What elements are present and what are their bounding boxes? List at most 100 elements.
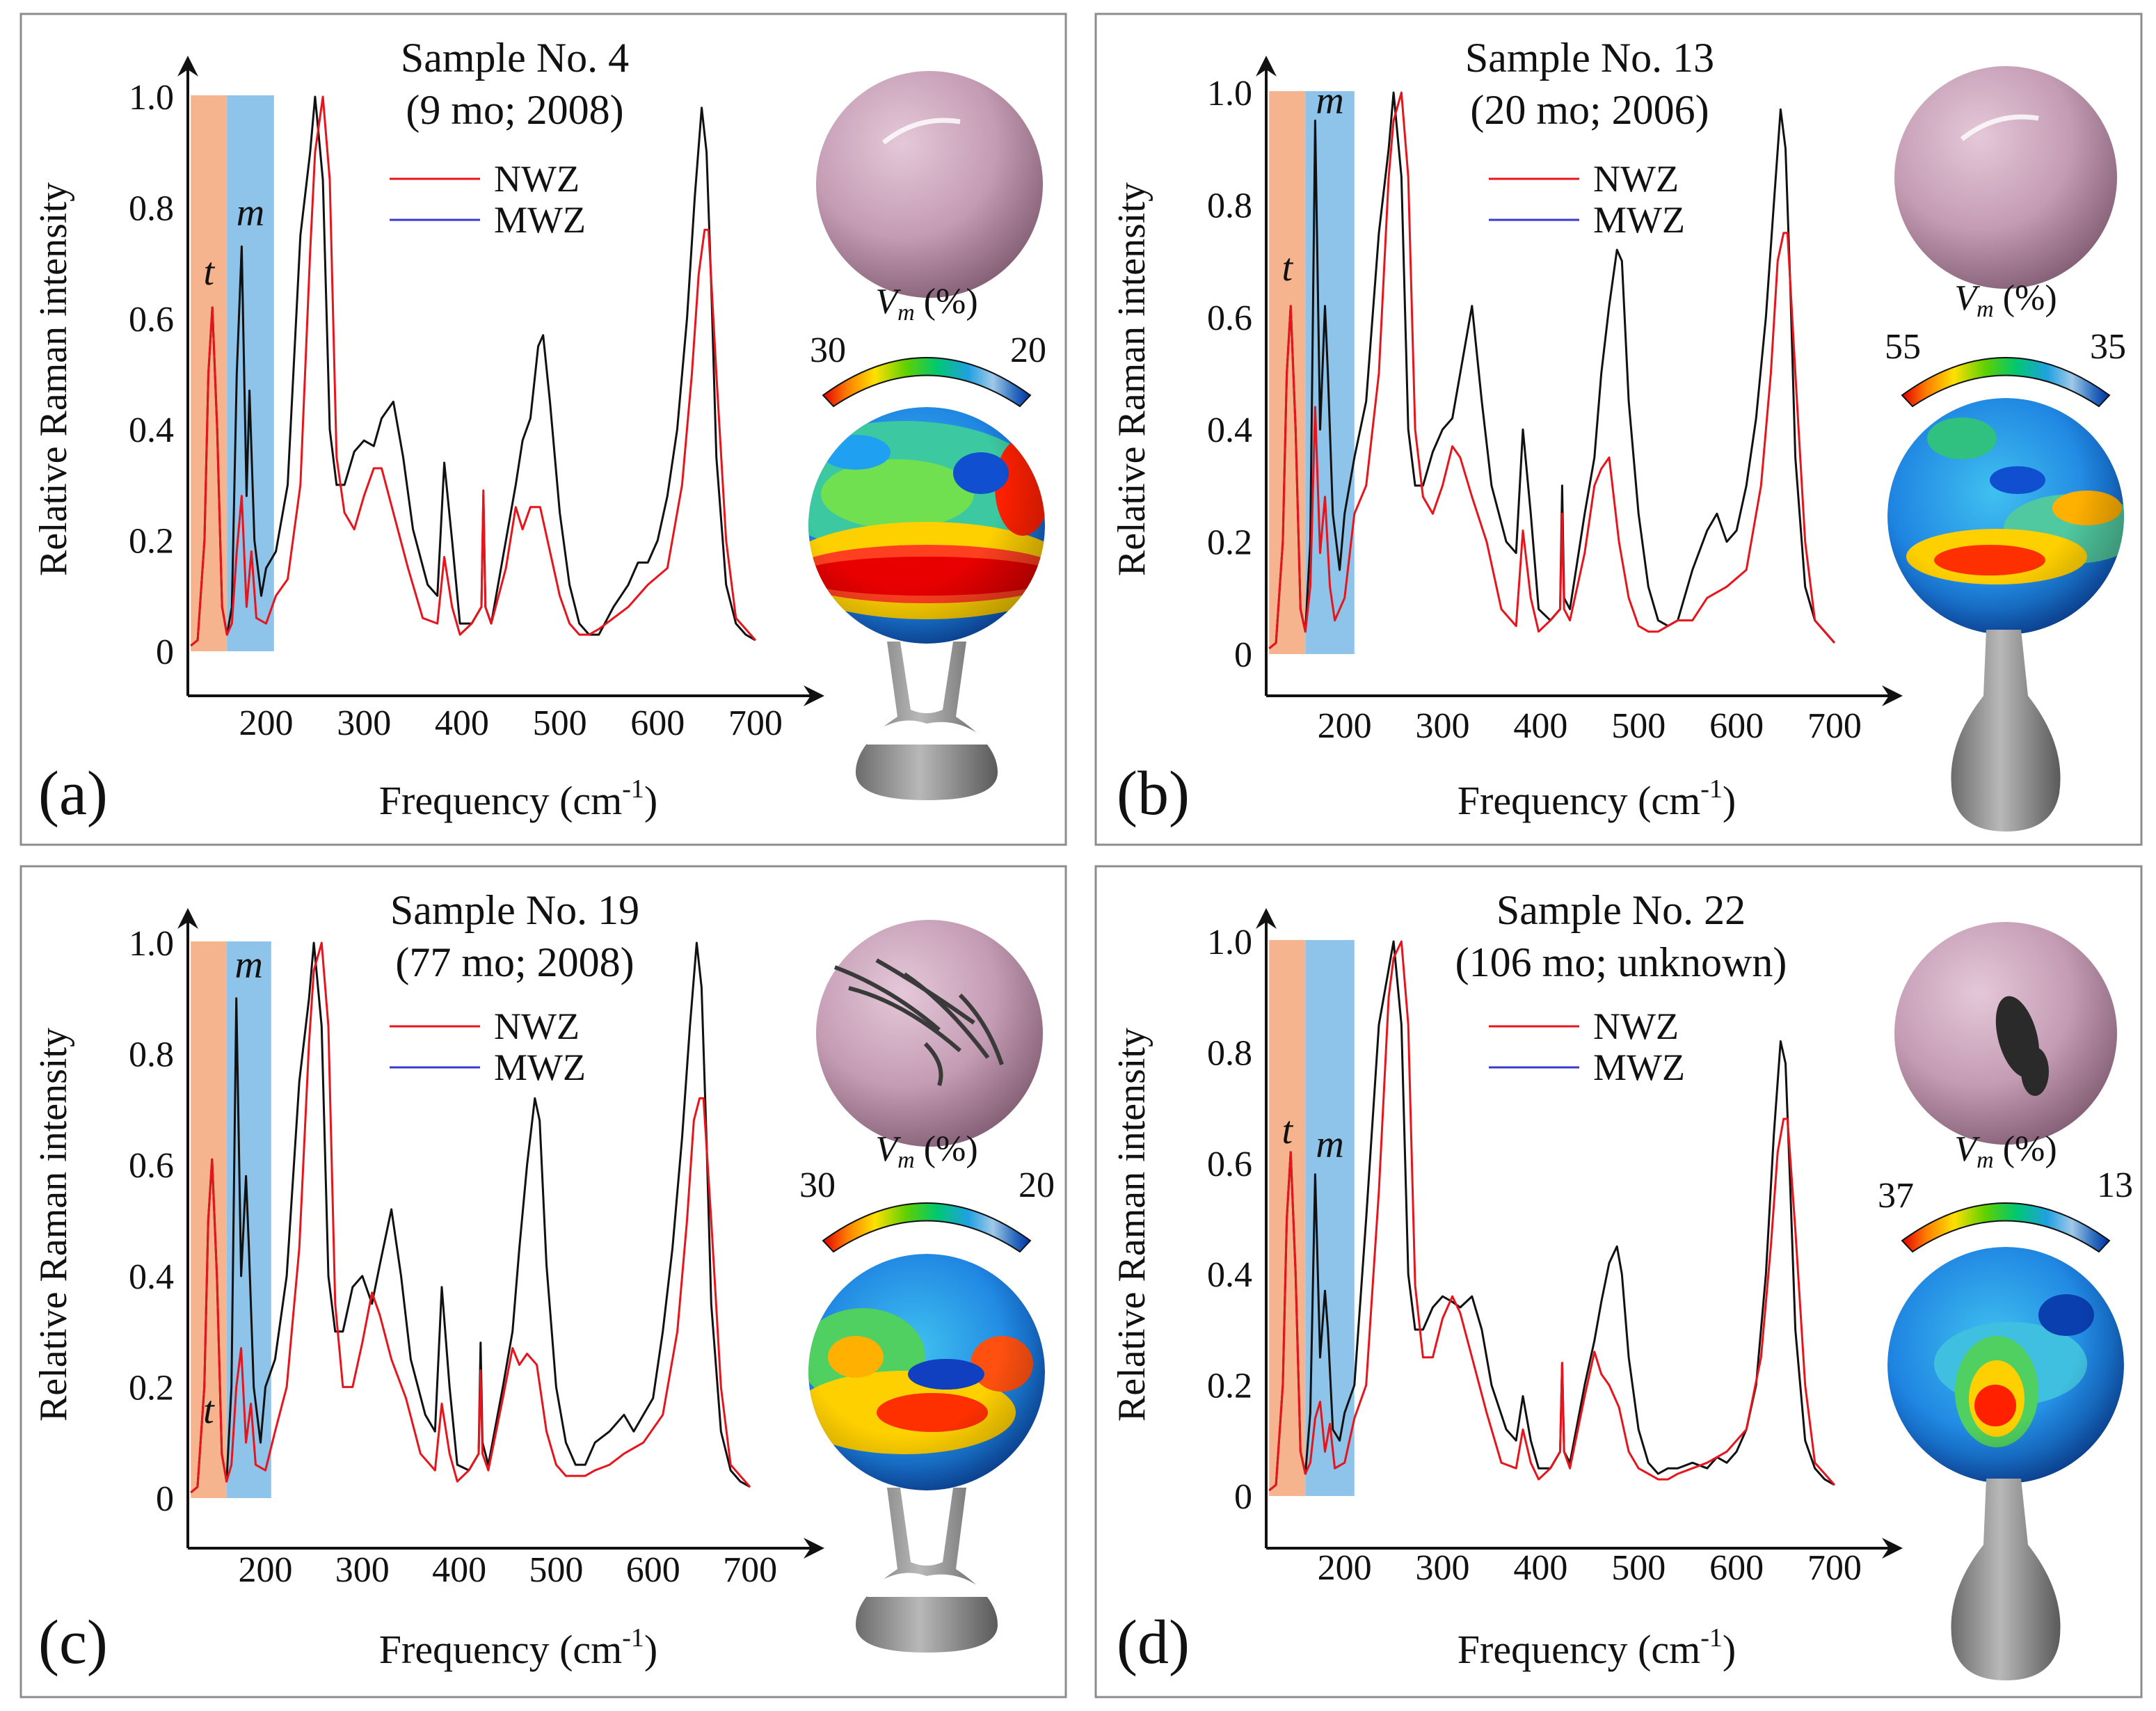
x-axis-label: Frequency (cm-1) [1458, 774, 1736, 823]
m-band-label: m [235, 944, 263, 987]
colorbar [822, 357, 1032, 408]
x-axis-label: Frequency (cm-1) [379, 1623, 657, 1672]
series-nwz-line [1268, 940, 1836, 1492]
x-tick-labels: 200 300 400 500 600 700 [1318, 1548, 1862, 1588]
x-tick-label: 300 [337, 703, 391, 743]
y-tick-label: 0.4 [1207, 1255, 1252, 1295]
panel-d: 00.20.40.60.81.0 200 300 400 500 600 700 t m … [1094, 865, 2143, 1698]
y-tick-label: 0 [1234, 635, 1252, 675]
colorbar-title: Vm (%) [1954, 278, 2057, 322]
x-tick-label: 700 [1807, 706, 1862, 746]
panel-label: (d) [1117, 1608, 1190, 1677]
x-tick-label: 500 [1611, 706, 1666, 746]
strain-map [808, 407, 1045, 644]
panel-frame [19, 865, 1067, 1698]
panel-label: (a) [38, 759, 108, 828]
sample-photo [816, 920, 1043, 1147]
panel-subtitle: (106 mo; unknown) [1455, 939, 1787, 985]
legend-mwz-label: MWZ [1593, 199, 1685, 241]
sample-holder [1951, 630, 2061, 831]
series-mwz-line [1268, 91, 1836, 650]
x-tick-label: 700 [1807, 1548, 1862, 1588]
y-axis-arrow-icon [177, 908, 198, 929]
y-axis-label: Relative Raman intensity [1110, 1028, 1153, 1422]
x-tick-label: 700 [728, 703, 783, 743]
panel-title: Sample No. 19 [390, 887, 639, 933]
y-tick-label: 0.2 [1207, 523, 1252, 563]
x-tick-label: 600 [1709, 706, 1764, 746]
x-tick-label: 400 [1513, 1548, 1567, 1588]
photo-inclusion-mark [1995, 996, 2049, 1096]
colorbar [1901, 357, 2111, 408]
colorbar [1901, 1202, 2111, 1253]
series-nwz-line [190, 95, 757, 647]
x-tick-labels: 200 300 400 500 600 700 [239, 703, 783, 743]
m-band [1305, 940, 1355, 1496]
panel-b: 00.20.40.60.81.0 200 300 400 500 600 700 t m … [1094, 13, 2143, 846]
y-tick-label: 0.4 [1207, 411, 1252, 450]
series-mwz-line [1268, 940, 1835, 1492]
colorbar-title: Vm (%) [1954, 1129, 2057, 1173]
y-tick-label: 0.4 [129, 1257, 174, 1297]
panel-title: Sample No. 4 [401, 35, 629, 81]
t-band-label: t [1282, 1109, 1294, 1152]
strain-map [1887, 1247, 2124, 1483]
photo-highlight [1960, 114, 2039, 141]
sample-holder [856, 1488, 998, 1653]
x-tick-label: 200 [238, 1550, 292, 1590]
legend-nwz-label: NWZ [494, 1005, 580, 1047]
y-tick-label: 0 [1234, 1477, 1252, 1517]
x-tick-label: 600 [630, 703, 685, 743]
spectra [1268, 940, 1836, 1492]
x-tick-label: 300 [1416, 706, 1470, 746]
x-tick-label: 400 [435, 703, 489, 743]
x-tick-label: 400 [1513, 706, 1567, 746]
photo-crack-marks [833, 958, 1004, 1086]
y-tick-label: 0.8 [129, 189, 174, 228]
x-tick-label: 400 [432, 1550, 486, 1590]
panel-label: (c) [38, 1608, 108, 1677]
y-tick-labels: 0 0.2 0.4 0.6 0.8 1.0 [1207, 74, 1252, 675]
x-tick-label: 300 [1416, 1548, 1470, 1588]
x-tick-label: 500 [533, 703, 587, 743]
y-axis-arrow-icon [177, 56, 198, 77]
sample-holder [856, 642, 998, 800]
y-axis-label: Relative Raman intensity [1110, 182, 1153, 576]
colorbar-left-value: 30 [799, 1165, 836, 1205]
y-tick-labels: 0 0.2 0.4 0.6 0.8 1.0 [1207, 923, 1252, 1517]
photo-highlight [881, 118, 961, 145]
y-axis-label: Relative Raman intensity [32, 1028, 75, 1422]
panel-subtitle: (20 mo; 2006) [1470, 87, 1709, 133]
x-tick-labels: 200 300 400 500 600 700 [1318, 706, 1862, 746]
x-tick-label: 200 [1318, 706, 1372, 746]
y-tick-label: 0.6 [129, 300, 174, 340]
y-tick-label: 0.4 [129, 411, 174, 450]
y-tick-label: 0.6 [1207, 299, 1252, 338]
panel-title: Sample No. 13 [1465, 35, 1714, 81]
strain-map [1887, 398, 2124, 635]
panel-frame [19, 13, 1067, 846]
sample-holder [1951, 1479, 2061, 1680]
t-band-label: t [203, 1389, 215, 1432]
y-tick-label: 0.8 [1207, 1033, 1252, 1073]
x-axis-arrow-icon [804, 685, 824, 706]
panel-subtitle: (9 mo; 2008) [406, 87, 623, 133]
x-axis-arrow-icon [1882, 685, 1903, 706]
y-axis-arrow-icon [1256, 908, 1277, 929]
y-tick-labels: 0 0.2 0.4 0.6 0.8 1.0 [129, 78, 174, 672]
x-tick-labels: 200 300 400 500 600 700 [238, 1550, 777, 1590]
x-tick-label: 200 [1318, 1548, 1372, 1588]
panel-c: 00.20.40.60.81.0 200 300 400 500 600 700 t m … [19, 865, 1067, 1698]
spectra [190, 941, 751, 1494]
t-band-label: t [203, 250, 215, 294]
x-tick-label: 600 [626, 1550, 680, 1590]
panel-label: (b) [1117, 759, 1190, 828]
legend-mwz-label: MWZ [494, 1047, 586, 1088]
x-tick-label: 500 [1611, 1548, 1666, 1588]
x-tick-label: 700 [723, 1550, 777, 1590]
colorbar-title: Vm (%) [875, 1129, 977, 1173]
m-band-label: m [1316, 1123, 1343, 1166]
sample-photo [816, 71, 1043, 298]
y-tick-labels: 0 0.2 0.4 0.6 0.8 1.0 [129, 924, 174, 1519]
